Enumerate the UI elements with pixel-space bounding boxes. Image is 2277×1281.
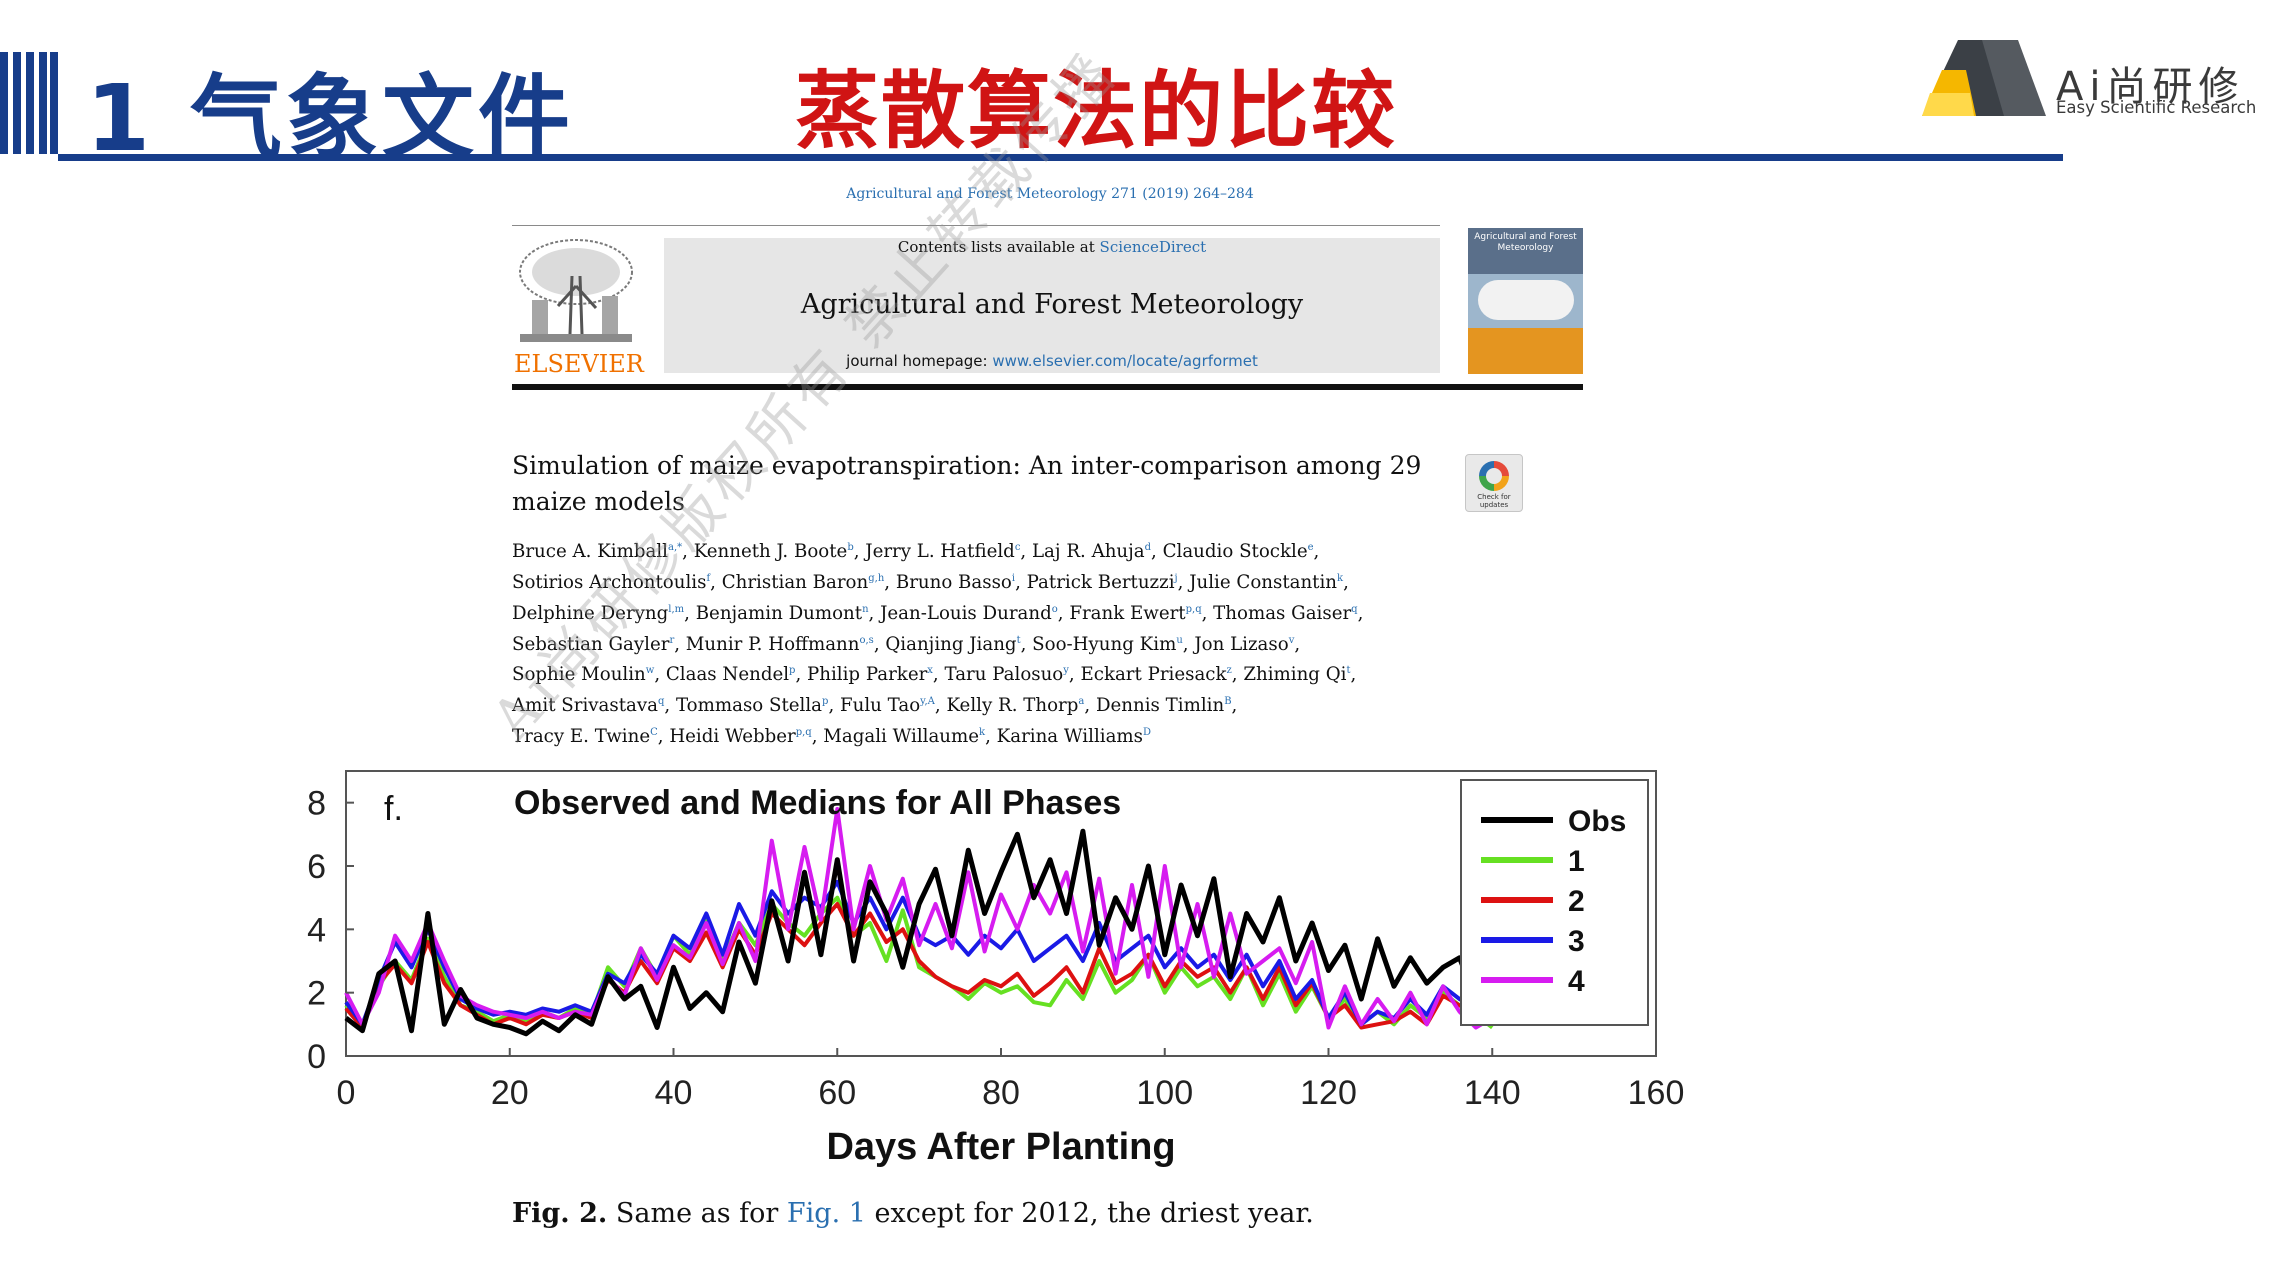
- x-tick-label: 40: [655, 1074, 693, 1112]
- chart-title: Observed and Medians for All Phases: [514, 784, 1121, 822]
- brand-logo-icon: [1922, 40, 2046, 116]
- y-tick-label: 2: [307, 975, 326, 1013]
- y-tick-label: 0: [307, 1038, 326, 1076]
- journal-bottom-rule: [512, 384, 1583, 390]
- x-tick-label: 100: [1136, 1074, 1193, 1112]
- legend-label: 1: [1568, 845, 1585, 878]
- legend-label: 2: [1568, 885, 1585, 918]
- x-tick-label: 20: [491, 1074, 529, 1112]
- series-line-3: [344, 879, 1494, 1027]
- journal-citation: Agricultural and Forest Meteorology 271 …: [846, 186, 1254, 202]
- figure-caption-text-2: except for 2012, the driest year.: [865, 1198, 1314, 1229]
- chart-legend: Obs 1 2 3 4: [1460, 779, 1649, 1026]
- series-line-2: [344, 902, 1494, 1030]
- elsevier-tree-logo: [519, 239, 633, 342]
- check-for-updates-label: Check for updates: [1477, 493, 1511, 509]
- journal-cover-title: Agricultural and Forest Meteorology: [1474, 232, 1577, 253]
- x-tick-label: 140: [1464, 1074, 1521, 1112]
- journal-banner-box: [664, 238, 1440, 373]
- sciencedirect-link[interactable]: ScienceDirect: [1099, 238, 1207, 256]
- figure-caption-label: Fig. 2.: [512, 1198, 608, 1229]
- et-line-chart: 0 20 40 60 80 100 120 140 160 0 2 4 6 8 f. Observed a…: [307, 770, 1685, 1168]
- series-line-obs: [344, 828, 1493, 1037]
- x-tick-label: 80: [982, 1074, 1020, 1112]
- brand-logo-text: Ai尚研修: [2056, 64, 2245, 110]
- figure-caption-text-1: Same as for: [607, 1198, 787, 1229]
- legend-label: 4: [1568, 965, 1585, 998]
- chart-panel-label: f.: [384, 790, 403, 828]
- journal-homepage-link[interactable]: www.elsevier.com/locate/agrformet: [992, 352, 1258, 370]
- journal-homepage-line: journal homepage: www.elsevier.com/locat…: [664, 352, 1440, 370]
- y-tick-label: 6: [307, 848, 326, 886]
- contents-available-line: Contents lists available at ScienceDirec…: [664, 238, 1440, 256]
- journal-name: Agricultural and Forest Meteorology: [800, 289, 1304, 320]
- chart-x-axis-label: Days After Planting: [826, 1126, 1175, 1168]
- journal-top-rule: [512, 225, 1440, 226]
- author-list: Bruce A. Kimballa,*, Kenneth J. Booteb, …: [512, 541, 1364, 748]
- header-divider: [58, 154, 2063, 161]
- y-tick-label: 4: [307, 911, 326, 949]
- journal-cover-image: Agricultural and Forest Meteorology: [1468, 228, 1583, 374]
- article-title: Simulation of maize evapotranspiration: …: [512, 451, 1422, 516]
- series-line-4: [344, 807, 1494, 1030]
- check-for-updates-badge[interactable]: Check for updates: [1465, 454, 1523, 512]
- x-tick-label: 120: [1300, 1074, 1357, 1112]
- legend-label: 3: [1568, 925, 1585, 958]
- x-tick-label: 160: [1628, 1074, 1685, 1112]
- header-stripes-decoration: [0, 52, 58, 154]
- homepage-prefix: journal homepage:: [846, 352, 993, 370]
- y-tick-label: 8: [307, 785, 326, 823]
- legend-label: Obs: [1568, 805, 1626, 838]
- x-tick-label: 60: [818, 1074, 856, 1112]
- figure-caption-reference-link[interactable]: Fig. 1: [786, 1198, 866, 1229]
- check-for-updates-icon: [1479, 461, 1509, 491]
- elsevier-wordmark: ELSEVIER: [514, 350, 644, 378]
- contents-prefix: Contents lists available at: [897, 238, 1100, 256]
- x-tick-label: 0: [337, 1074, 356, 1112]
- figure-caption: Fig. 2. Same as for Fig. 1 except for 20…: [512, 1198, 1314, 1229]
- slide-title: 蒸散算法的比较: [795, 62, 1398, 160]
- brand-logo-subtitle: Easy Scientific Research: [2056, 98, 2257, 117]
